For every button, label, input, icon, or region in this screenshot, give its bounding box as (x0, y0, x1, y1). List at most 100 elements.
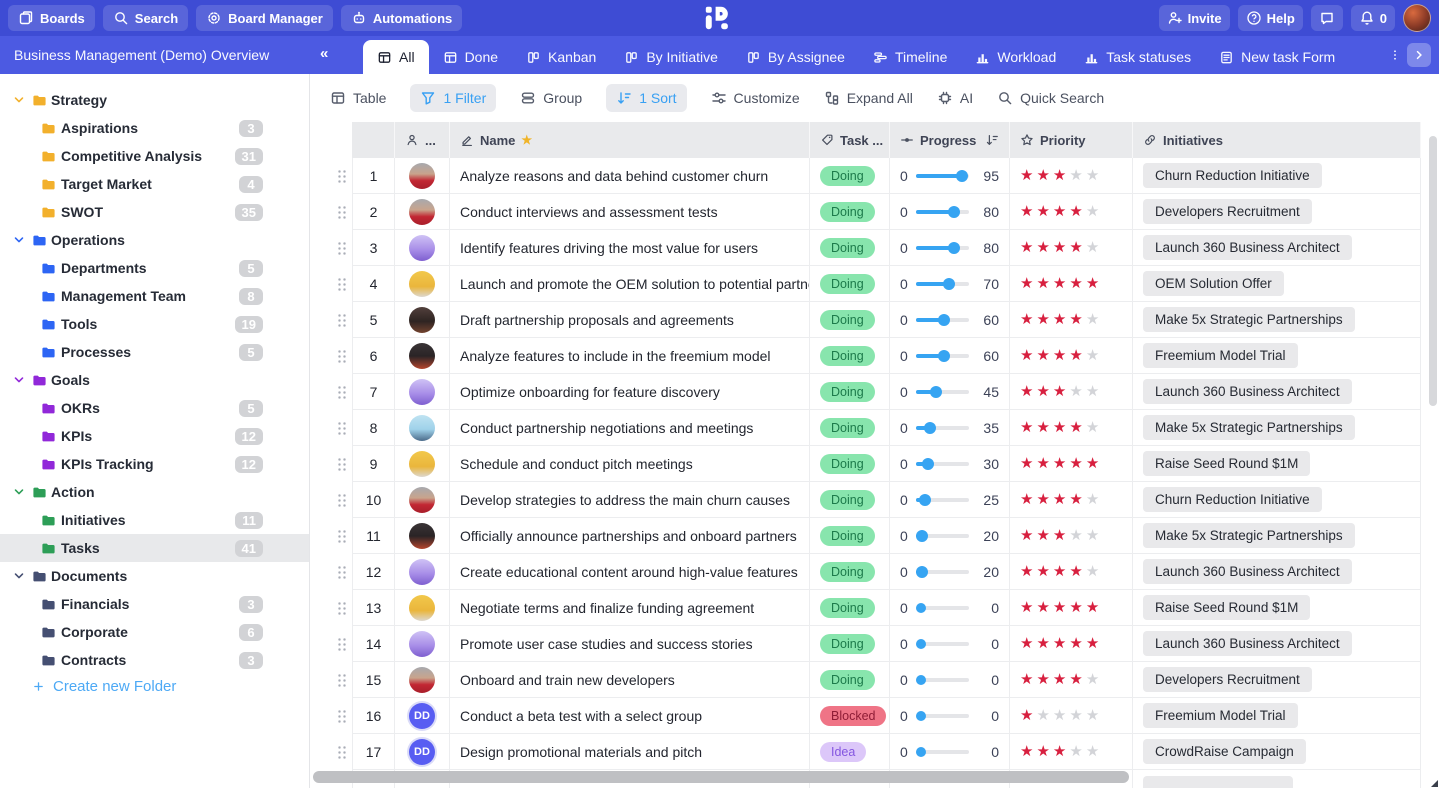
star-filled-icon[interactable]: ★ (1020, 527, 1037, 544)
progress-slider[interactable] (915, 313, 969, 326)
star-filled-icon[interactable]: ★ (1052, 239, 1070, 256)
star-filled-icon[interactable]: ★ (1020, 635, 1037, 652)
progress-cell[interactable]: 0 80 (890, 194, 1010, 230)
star-empty-icon[interactable]: ★ (1085, 239, 1103, 256)
star-filled-icon[interactable]: ★ (1052, 527, 1070, 544)
progress-cell[interactable]: 0 20 (890, 554, 1010, 590)
assignee-cell[interactable]: DD (395, 734, 450, 770)
drag-handle-icon[interactable] (336, 169, 346, 183)
progress-slider[interactable] (915, 746, 969, 757)
toolbar-1-sort-button[interactable]: 1 Sort (606, 84, 687, 112)
drag-handle-icon[interactable] (336, 349, 346, 363)
column-header-num[interactable] (352, 122, 395, 158)
star-filled-icon[interactable]: ★ (1020, 671, 1037, 688)
star-filled-icon[interactable]: ★ (1036, 671, 1053, 688)
toolbar-table-button[interactable]: Table (330, 90, 386, 106)
sidebar-folder-operations[interactable]: Operations (0, 226, 309, 254)
toolbar-customize-button[interactable]: Customize (711, 90, 800, 106)
star-filled-icon[interactable]: ★ (1036, 743, 1053, 760)
progress-knob-icon[interactable] (915, 602, 926, 613)
initiative-tag[interactable]: CrowdRaise Campaign (1143, 739, 1306, 764)
toolbar-1-filter-button[interactable]: 1 Filter (410, 84, 497, 112)
drag-handle-icon[interactable] (336, 529, 346, 543)
toolbar-expand-all-button[interactable]: Expand All (824, 90, 913, 106)
tab-timeline[interactable]: Timeline (859, 40, 961, 74)
status-badge[interactable]: Doing (820, 165, 875, 186)
sidebar-item-kpis[interactable]: KPIs 12 (0, 422, 309, 450)
star-filled-icon[interactable]: ★ (1069, 203, 1086, 220)
sidebar-item-okrs[interactable]: OKRs 5 (0, 394, 309, 422)
task-name-cell[interactable]: Launch and promote the OEM solution to p… (450, 266, 810, 302)
priority-stars[interactable]: ★★★★★ (1020, 168, 1102, 183)
progress-knob-icon[interactable] (916, 529, 929, 542)
assignee-cell[interactable] (395, 554, 450, 590)
sidebar-folder-action[interactable]: Action (0, 478, 309, 506)
initiative-tag[interactable]: Developers Recruitment (1143, 199, 1312, 224)
task-name-cell[interactable]: Schedule and conduct pitch meetings (450, 446, 810, 482)
star-filled-icon[interactable]: ★ (1085, 599, 1103, 616)
progress-knob-icon[interactable] (948, 205, 961, 218)
star-filled-icon[interactable]: ★ (1052, 167, 1070, 184)
star-filled-icon[interactable]: ★ (1020, 743, 1037, 760)
sidebar-item-target-market[interactable]: Target Market 4 (0, 170, 309, 198)
progress-slider[interactable] (915, 529, 969, 542)
initiative-tag[interactable]: Freemium Model Trial (1143, 343, 1298, 368)
star-filled-icon[interactable]: ★ (1020, 239, 1037, 256)
star-filled-icon[interactable]: ★ (1020, 167, 1037, 184)
progress-slider[interactable] (915, 385, 969, 398)
priority-stars[interactable]: ★★★★★ (1020, 672, 1102, 687)
column-header-priority[interactable]: Priority (1010, 122, 1133, 158)
user-avatar[interactable] (1403, 4, 1431, 32)
progress-knob-icon[interactable] (919, 493, 932, 506)
horizontal-scrollbar[interactable] (313, 771, 1129, 783)
star-empty-icon[interactable]: ★ (1085, 167, 1103, 184)
task-name-cell[interactable]: Negotiate terms and finalize funding agr… (450, 590, 810, 626)
sidebar-folder-goals[interactable]: Goals (0, 366, 309, 394)
star-filled-icon[interactable]: ★ (1020, 455, 1037, 472)
star-empty-icon[interactable]: ★ (1069, 707, 1086, 724)
assignee-cell[interactable] (395, 518, 450, 554)
star-filled-icon[interactable]: ★ (1036, 527, 1053, 544)
status-badge[interactable]: Doing (820, 417, 875, 438)
star-empty-icon[interactable]: ★ (1085, 527, 1103, 544)
task-name-cell[interactable]: Optimize onboarding for feature discover… (450, 374, 810, 410)
star-filled-icon[interactable]: ★ (1020, 383, 1037, 400)
tab-by-initiative[interactable]: By Initiative (610, 40, 732, 74)
progress-knob-icon[interactable] (929, 385, 942, 398)
star-empty-icon[interactable]: ★ (1069, 527, 1086, 544)
star-filled-icon[interactable]: ★ (1069, 311, 1086, 328)
status-badge[interactable]: Doing (820, 381, 875, 402)
initiative-tag[interactable]: Developers Recruitment (1143, 667, 1312, 692)
tab-workload[interactable]: Workload (961, 40, 1070, 74)
assignee-cell[interactable] (395, 446, 450, 482)
priority-stars[interactable]: ★★★★★ (1020, 384, 1102, 399)
column-header-avatar[interactable]: ... (395, 122, 450, 158)
task-name-cell[interactable]: Develop strategies to address the main c… (450, 482, 810, 518)
assignee-cell[interactable] (395, 410, 450, 446)
status-badge[interactable]: Doing (820, 345, 875, 366)
star-filled-icon[interactable]: ★ (1036, 167, 1053, 184)
star-empty-icon[interactable]: ★ (1085, 203, 1103, 220)
progress-knob-icon[interactable] (921, 457, 934, 470)
star-empty-icon[interactable]: ★ (1085, 743, 1103, 760)
star-filled-icon[interactable]: ★ (1020, 599, 1037, 616)
tab-all[interactable]: All (363, 40, 429, 74)
star-filled-icon[interactable]: ★ (1036, 239, 1053, 256)
drag-handle-icon[interactable] (336, 673, 346, 687)
chat-button[interactable] (1310, 5, 1343, 31)
status-badge[interactable]: Doing (820, 561, 875, 582)
priority-stars[interactable]: ★★★★★ (1020, 240, 1102, 255)
star-empty-icon[interactable]: ★ (1036, 707, 1053, 724)
drag-handle-icon[interactable] (336, 385, 346, 399)
tab-done[interactable]: Done (429, 40, 512, 74)
star-filled-icon[interactable]: ★ (1052, 671, 1070, 688)
assignee-cell[interactable] (395, 230, 450, 266)
sidebar-item-contracts[interactable]: Contracts 3 (0, 646, 309, 674)
sidebar-item-initiatives[interactable]: Initiatives 11 (0, 506, 309, 534)
drag-handle-icon[interactable] (336, 745, 346, 759)
star-filled-icon[interactable]: ★ (1052, 599, 1070, 616)
assignee-cell[interactable] (395, 302, 450, 338)
progress-knob-icon[interactable] (943, 277, 956, 290)
